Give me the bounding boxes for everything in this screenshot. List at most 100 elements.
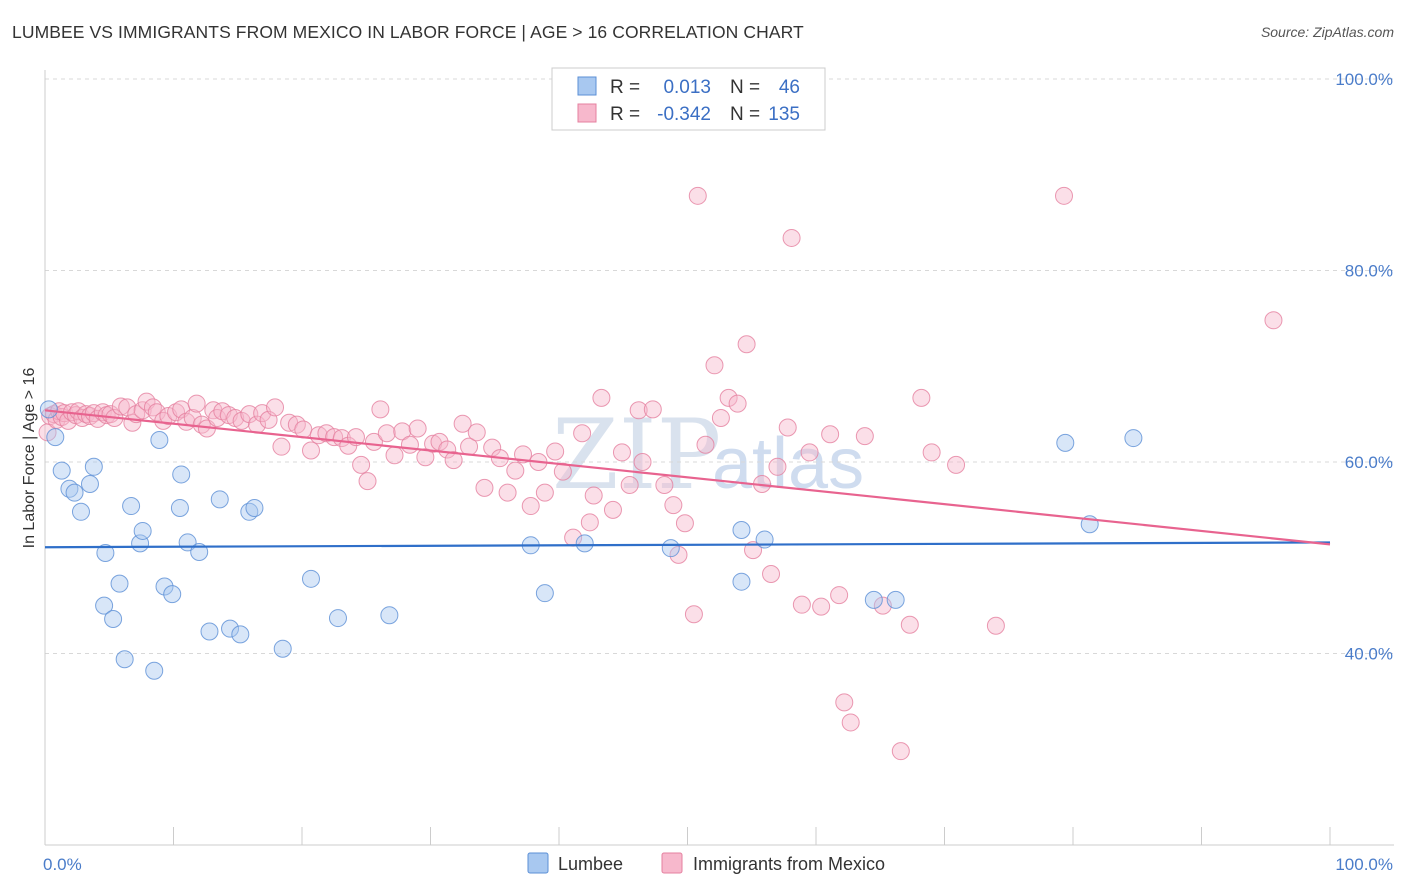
lumbee-point <box>200 622 219 641</box>
lumbee-point <box>96 543 115 562</box>
lumbee-point <box>150 430 169 449</box>
lumbee-point <box>864 590 883 609</box>
x-tick-labels: 0.0% 100.0% <box>43 855 1393 874</box>
legend-label-lumbee: Lumbee <box>558 854 623 874</box>
lumbee-point <box>155 577 174 596</box>
mexico-point <box>812 597 831 616</box>
legend-label-mexico: Immigrants from Mexico <box>693 854 885 874</box>
mexico-point <box>664 496 683 515</box>
mexico-point <box>737 335 756 354</box>
lumbee-point <box>145 661 164 680</box>
y-tick-label: 80.0% <box>1345 262 1393 281</box>
stats-n-value-mexico: 135 <box>768 104 800 125</box>
mexico-point <box>506 461 525 480</box>
chart-title: LUMBEE VS IMMIGRANTS FROM MEXICO IN LABO… <box>12 22 804 42</box>
lumbee-point <box>104 610 123 629</box>
x-tick-label: 0.0% <box>43 855 82 874</box>
mexico-point <box>377 424 396 443</box>
y-tick-label: 100.0% <box>1335 70 1393 89</box>
mexico-point <box>232 411 251 430</box>
y-axis-label: In Labor Force | Age > 16 <box>21 368 38 549</box>
mexico-point <box>535 483 554 502</box>
mexico-point <box>620 475 639 494</box>
stats-swatch-lumbee <box>577 76 597 96</box>
lumbee-point <box>575 534 594 553</box>
lumbee-point <box>301 569 320 588</box>
mexico-point <box>800 443 819 462</box>
mexico-point <box>768 457 787 476</box>
mexico-point <box>240 405 259 424</box>
lumbee-point <box>380 606 399 625</box>
mexico-point <box>855 427 874 446</box>
lumbee-point <box>732 520 751 539</box>
mexico-point <box>629 401 648 420</box>
lumbee-point <box>84 457 103 476</box>
mexico-point <box>696 435 715 454</box>
mexico-point <box>301 441 320 460</box>
mexico-point <box>580 513 599 532</box>
mexico-point <box>475 478 494 497</box>
mexico-point <box>705 356 724 375</box>
mexico-point <box>655 475 674 494</box>
mexico-point <box>900 615 919 634</box>
mexico-point <box>792 595 811 614</box>
mexico-trend-line <box>44 409 1331 546</box>
mexico-point <box>352 455 371 474</box>
mexico-point <box>762 565 781 584</box>
mexico-point <box>521 497 540 516</box>
stats-legend-box: R = 0.013 N = 46 R = -0.342 N = 135 <box>551 67 826 131</box>
mexico-point <box>453 414 472 433</box>
mexico-point <box>688 186 707 205</box>
mexico-point <box>358 472 377 491</box>
mexico-point <box>514 445 533 464</box>
mexico-point <box>385 446 404 465</box>
mexico-point <box>947 455 966 474</box>
mexico-point <box>675 514 694 533</box>
lumbee-point <box>133 521 152 540</box>
bottom-legend: Lumbee Immigrants from Mexico <box>527 852 885 874</box>
mexico-point <box>612 443 631 462</box>
lumbee-point <box>122 497 141 516</box>
lumbee-point <box>328 609 347 628</box>
stats-n-value-lumbee: 46 <box>779 77 800 98</box>
mexico-point <box>1264 311 1283 330</box>
mexico-point <box>719 388 738 407</box>
mexico-point <box>187 394 206 413</box>
lumbee-point <box>172 465 191 484</box>
mexico-point <box>891 742 910 761</box>
y-tick-label: 60.0% <box>1345 453 1393 472</box>
mexico-point <box>553 462 572 481</box>
stats-r-value-lumbee: 0.013 <box>663 77 711 98</box>
mexico-point <box>467 423 486 442</box>
trend-lines <box>44 409 1331 549</box>
mexico-point <box>111 397 130 416</box>
mexico-point <box>986 616 1005 635</box>
source-note: Source: ZipAtlas.com <box>1260 24 1394 40</box>
lumbee-point <box>1056 433 1075 452</box>
watermark-atlas: atlas <box>712 424 864 504</box>
mexico-point <box>603 500 622 519</box>
lumbee-point <box>661 539 680 558</box>
mexico-point <box>371 400 390 419</box>
lumbee-point <box>732 572 751 591</box>
stats-r-value-mexico: -0.342 <box>657 104 711 125</box>
lumbee-point <box>52 461 71 480</box>
stats-swatch-mexico <box>577 103 597 123</box>
mexico-point <box>841 713 860 732</box>
mexico-point <box>498 483 517 502</box>
lumbee-point <box>115 650 134 669</box>
legend-swatch-mexico <box>661 852 683 874</box>
mexico-point <box>584 486 603 505</box>
mexico-point <box>782 228 801 247</box>
lumbee-point <box>170 498 189 517</box>
stats-n-label-2: N = <box>730 104 760 125</box>
mexico-point <box>393 422 412 441</box>
mexico-point <box>266 398 285 417</box>
mexico-point <box>633 453 652 471</box>
mexico-point <box>821 425 840 444</box>
mexico-point <box>912 388 931 407</box>
mexico-point <box>684 605 703 624</box>
mexico-point <box>294 420 313 439</box>
mexico-point <box>728 394 747 413</box>
